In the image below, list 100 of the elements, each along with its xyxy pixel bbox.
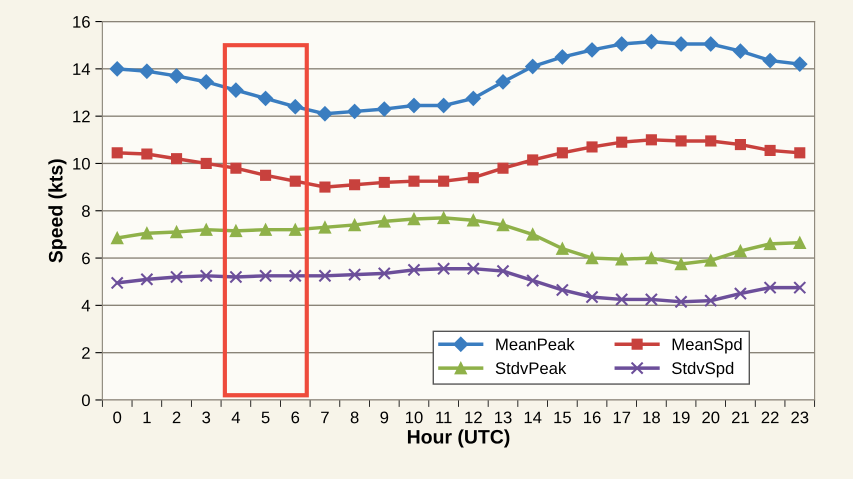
x-tick-label: 16 — [584, 412, 601, 424]
point — [497, 162, 509, 174]
point — [526, 274, 540, 288]
x-tick-label: 6 — [291, 412, 300, 424]
x-tick-label: 11 — [436, 412, 452, 424]
point — [198, 74, 214, 90]
x-tick-label: 18 — [643, 412, 660, 424]
y-tick-label: 4 — [82, 300, 90, 312]
point — [495, 74, 511, 90]
point — [466, 90, 481, 106]
point — [792, 56, 808, 72]
point — [467, 214, 480, 226]
point — [289, 223, 302, 236]
point — [794, 236, 806, 249]
x-tick-label: 3 — [202, 412, 210, 424]
point — [290, 176, 301, 187]
point — [705, 135, 716, 147]
point — [288, 269, 302, 282]
x-tick-label: 13 — [495, 412, 512, 424]
point — [584, 42, 600, 58]
point — [734, 286, 748, 300]
point — [408, 212, 420, 226]
point — [408, 176, 420, 187]
point — [554, 49, 570, 65]
x-tick-label: 1 — [144, 412, 151, 424]
point — [141, 148, 152, 160]
point — [556, 242, 569, 255]
point — [112, 147, 123, 158]
legend-label: MeanSpd — [672, 338, 742, 354]
point — [318, 221, 332, 234]
point — [110, 276, 124, 290]
point — [170, 226, 183, 238]
point — [258, 90, 274, 106]
point — [704, 294, 718, 308]
x-tick-label: 7 — [321, 412, 329, 424]
legend-label: MeanPeak — [496, 338, 575, 350]
legend-label: StdvSpd — [672, 362, 734, 378]
y-tick-label: 0 — [82, 394, 90, 406]
point — [110, 232, 124, 244]
y-tick-label: 6 — [82, 252, 90, 264]
point — [468, 172, 479, 184]
point — [258, 269, 272, 282]
point — [349, 179, 360, 190]
point — [615, 252, 628, 266]
x-tick-label: 5 — [262, 412, 270, 424]
point — [170, 153, 182, 164]
point — [794, 147, 806, 158]
y-tick-label: 8 — [82, 205, 90, 217]
x-tick-label: 15 — [554, 412, 571, 424]
point — [200, 158, 212, 170]
point — [615, 292, 628, 306]
point — [378, 176, 390, 188]
point — [230, 162, 242, 174]
legend-label: StdvPeak — [496, 362, 566, 374]
x-tick-label: 20 — [702, 412, 720, 424]
y-tick-label: 2 — [82, 347, 90, 359]
point — [110, 61, 125, 76]
point — [614, 36, 630, 52]
point — [646, 134, 657, 146]
point — [734, 244, 747, 258]
point — [348, 268, 362, 282]
point — [704, 254, 717, 267]
point — [407, 263, 421, 276]
point — [673, 36, 689, 52]
point — [674, 295, 688, 308]
point — [317, 106, 333, 122]
point — [168, 68, 184, 84]
point — [406, 98, 422, 114]
point — [436, 98, 452, 114]
x-tick-label: 14 — [524, 412, 542, 424]
point — [229, 270, 243, 284]
point — [260, 170, 272, 181]
point — [764, 238, 776, 250]
point — [288, 99, 303, 114]
point — [376, 101, 392, 117]
point — [319, 182, 330, 193]
x-tick-label: 17 — [614, 412, 630, 424]
point — [732, 44, 748, 59]
point — [437, 212, 450, 224]
point — [348, 218, 361, 232]
point — [762, 53, 778, 68]
point — [526, 228, 539, 241]
point — [527, 154, 538, 166]
y-axis-title: Speed (kts) — [48, 159, 66, 263]
point — [676, 135, 687, 147]
point — [438, 176, 450, 187]
x-tick-label: 8 — [350, 412, 359, 424]
x-tick-label: 0 — [113, 412, 122, 424]
point — [200, 269, 213, 282]
point — [496, 218, 510, 232]
point — [230, 224, 242, 238]
point — [644, 292, 658, 306]
point — [378, 215, 391, 228]
point — [586, 141, 598, 152]
point — [228, 82, 244, 98]
point — [764, 281, 777, 294]
y-tick-label: 14 — [73, 63, 90, 75]
point — [170, 270, 184, 284]
point — [734, 138, 746, 150]
x-tick-label: 4 — [232, 412, 240, 424]
